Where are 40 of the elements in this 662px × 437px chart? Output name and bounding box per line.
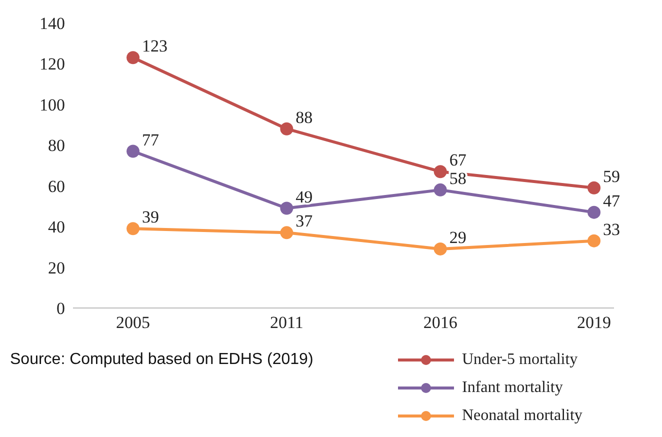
data-label: 59 [603,166,620,186]
data-label: 37 [296,212,314,231]
y-tick-label: 20 [48,258,65,278]
point [126,144,140,158]
data-label: 47 [603,191,620,210]
y-tick-label: 100 [40,95,65,114]
y-tick-label: 60 [48,176,65,196]
x-tick-label: 2016 [423,313,458,332]
point [280,202,294,215]
y-tick-label: 140 [40,14,65,34]
y-tick-label: 40 [48,218,65,237]
point [434,165,447,178]
data-label: 33 [603,220,620,239]
point [588,181,600,194]
data-label: 67 [449,150,467,170]
data-label: 123 [142,36,168,56]
data-label: 39 [142,208,159,227]
point [434,183,447,196]
data-label: 49 [296,187,313,206]
point [588,206,600,219]
y-tick-label: 120 [40,54,65,74]
y-tick-label: 80 [48,136,65,156]
x-tick-label: 2005 [116,313,150,332]
data-label: 29 [449,228,466,247]
point [280,226,294,240]
point [126,51,140,64]
data-label: 77 [142,130,160,150]
x-tick-label: 2011 [270,313,304,332]
legend-label: Infant mortality [462,379,563,397]
data-label: 88 [296,108,313,127]
y-tick-label: 0 [56,299,65,318]
point [588,234,600,248]
legend-label: Neonatal mortality [462,407,582,425]
data-label: 58 [449,168,466,188]
legend-label: Under-5 mortality [462,351,578,369]
point [126,222,140,236]
point [280,122,294,136]
source-note: Source: Computed based on EDHS (2019) [10,351,314,369]
x-tick-label: 2019 [577,313,611,332]
point [434,242,447,256]
